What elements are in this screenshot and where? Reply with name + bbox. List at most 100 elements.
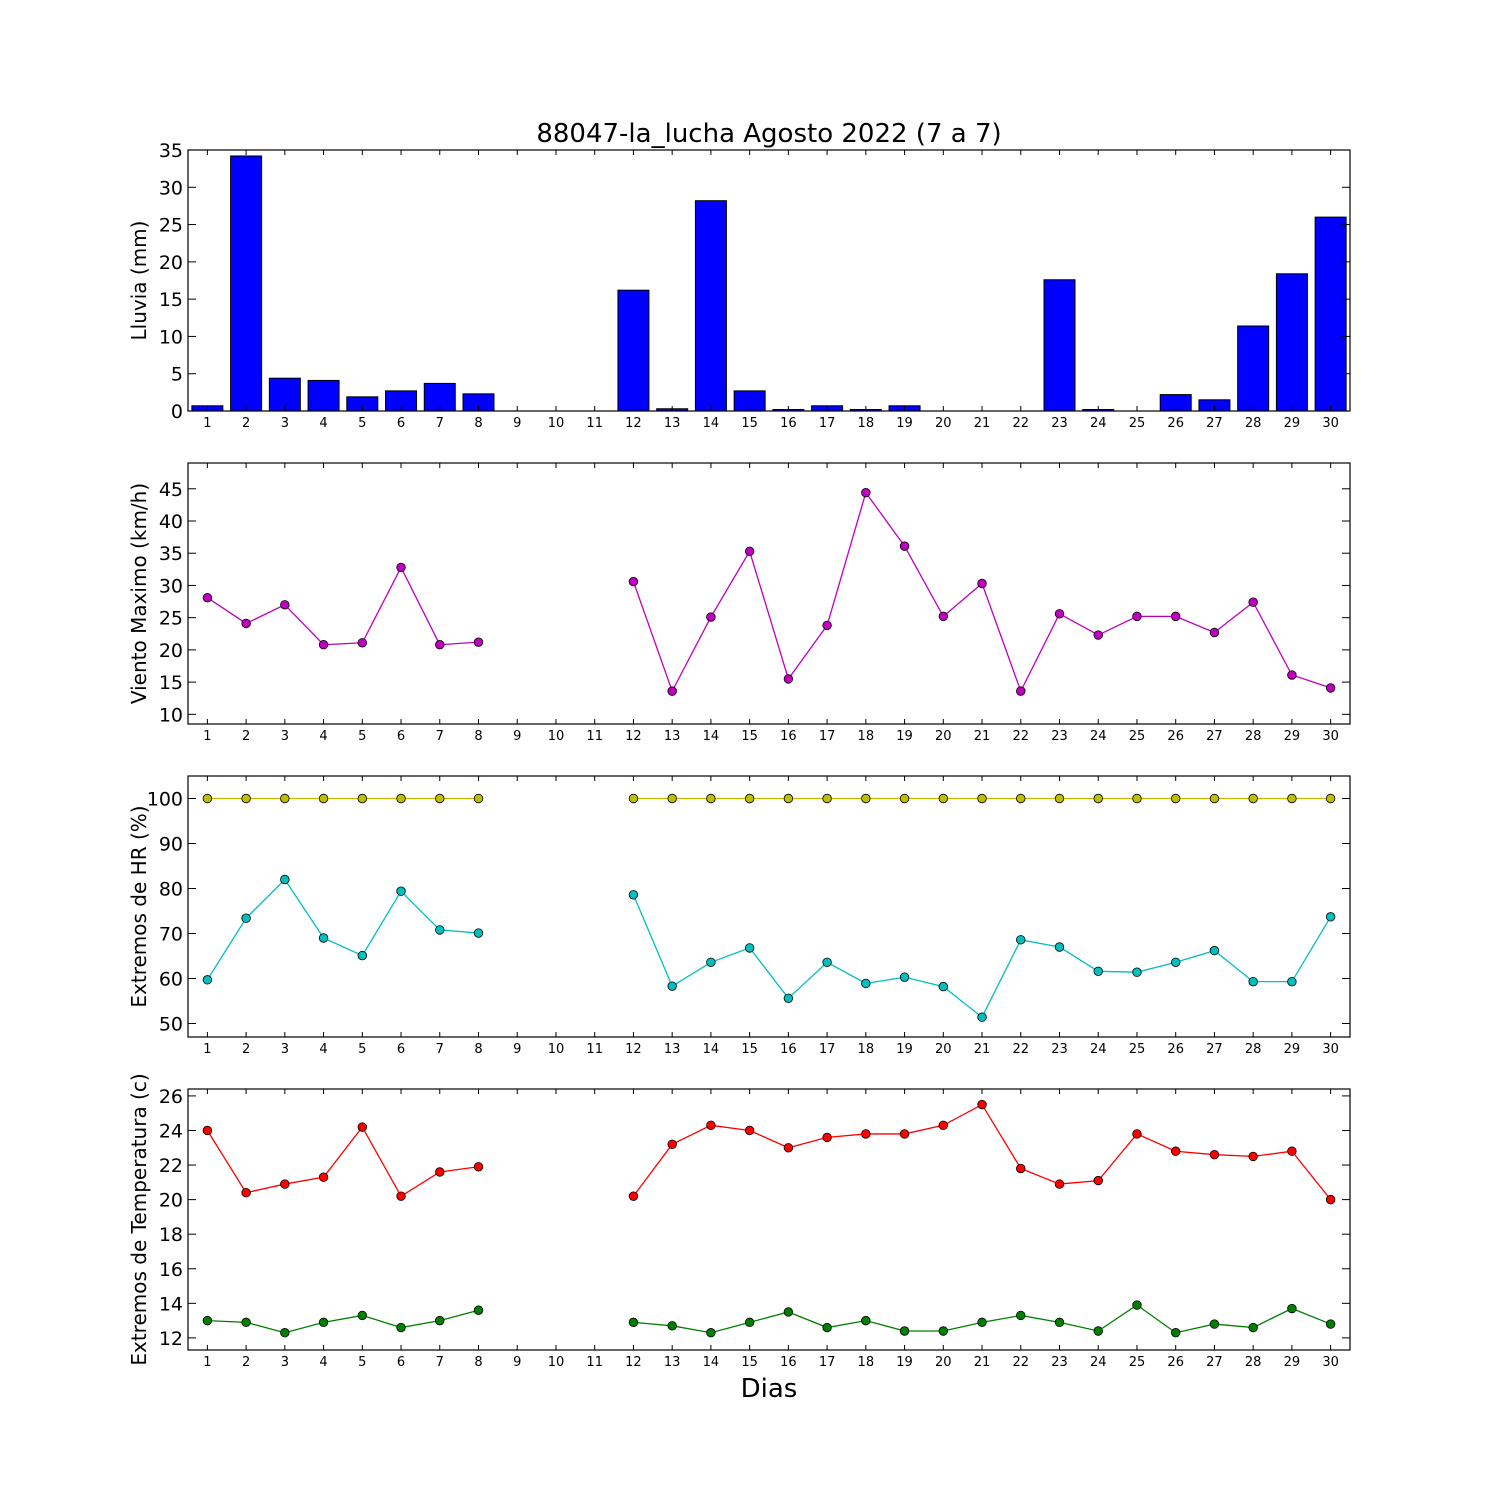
series-1-point-day-2 [241, 618, 251, 629]
series-1-point-day-14 [706, 612, 716, 622]
series-1-point-day-26 [1170, 1146, 1181, 1156]
y-tick-label: 100 [147, 789, 183, 811]
series-2-point-day-16 [783, 1307, 794, 1317]
series-2-point-day-3 [280, 1328, 290, 1338]
x-tick-label: 26 [1167, 1042, 1184, 1057]
x-tick-label: 24 [1090, 1042, 1107, 1057]
x-tick-label: 7 [436, 1042, 444, 1057]
series-2-point-day-15 [744, 1317, 755, 1328]
x-tick-label: 28 [1245, 1355, 1262, 1370]
series-1-point-day-15 [744, 1125, 755, 1136]
series-1-point-day-8 [473, 793, 484, 804]
y-tick-label: 30 [159, 177, 183, 199]
series-2-point-day-8 [473, 1305, 484, 1315]
bar-day-12 [617, 289, 650, 412]
series-1-point-day-16 [783, 793, 794, 804]
series-2-point-day-27 [1209, 945, 1220, 956]
x-tick-label: 25 [1129, 1355, 1146, 1370]
x-tick-label: 29 [1284, 1355, 1301, 1370]
x-tick-label: 7 [436, 416, 444, 431]
x-tick-label: 2 [242, 1042, 250, 1057]
x-tick-label: 21 [974, 1355, 991, 1370]
x-tick-label: 17 [819, 1042, 836, 1057]
series-2-point-day-27 [1209, 1319, 1220, 1329]
y-tick-label: 90 [159, 834, 183, 856]
x-tick-label: 9 [513, 729, 521, 744]
plot-area-frame [187, 775, 1351, 1038]
x-tick-label: 14 [703, 729, 720, 744]
bar-day-29 [1275, 273, 1308, 412]
series-1-point-day-12 [628, 576, 639, 587]
x-tick-label: 26 [1167, 416, 1184, 431]
x-tick-label: 13 [664, 1355, 681, 1370]
series-2-point-day-7 [435, 1315, 445, 1326]
x-tick-label: 11 [586, 1042, 603, 1057]
series-2-point-day-8 [473, 928, 484, 938]
series-1-point-day-22 [1016, 793, 1026, 804]
x-tick-label: 19 [896, 1355, 913, 1370]
series-1-point-day-4 [318, 793, 329, 804]
x-tick-label: 6 [397, 1042, 405, 1057]
x-tick-label: 22 [1012, 1042, 1029, 1057]
bar-day-28 [1237, 325, 1270, 412]
x-tick-label: 4 [319, 416, 327, 431]
series-1-point-day-29 [1287, 793, 1297, 804]
x-tick-label: 8 [474, 729, 482, 744]
x-tick-label: 27 [1206, 729, 1223, 744]
series-1-point-day-14 [706, 1120, 716, 1131]
x-tick-label: 18 [858, 1042, 875, 1057]
series-1-point-day-24 [1093, 793, 1103, 804]
y-tick-label: 20 [159, 252, 183, 274]
x-tick-label: 9 [513, 1042, 521, 1057]
x-tick-label: 3 [281, 416, 289, 431]
series-2-point-day-28 [1248, 976, 1258, 987]
series-2-point-day-23 [1054, 1317, 1065, 1328]
x-tick-label: 1 [203, 729, 211, 744]
x-axis-label: Dias [741, 1374, 798, 1404]
series-1-point-day-26 [1170, 611, 1181, 622]
series-1-point-day-21 [977, 578, 987, 589]
y-tick-label: 60 [159, 969, 183, 991]
x-tick-label: 6 [397, 416, 405, 431]
x-tick-label: 30 [1322, 416, 1339, 431]
series-2-point-day-18 [861, 978, 871, 989]
series-1-point-day-19 [899, 541, 910, 551]
series-1-point-day-7 [435, 1167, 445, 1177]
series-1-point-day-1 [202, 793, 213, 804]
series-1-point-day-20 [938, 793, 949, 804]
series-2-point-day-16 [783, 993, 794, 1004]
x-tick-label: 25 [1129, 729, 1146, 744]
series-1-point-day-27 [1209, 793, 1220, 804]
x-tick-label: 23 [1051, 1355, 1068, 1370]
x-tick-label: 5 [358, 1355, 366, 1370]
y-tick-label: 25 [159, 608, 183, 630]
series-1-point-day-15 [744, 546, 755, 556]
x-tick-label: 16 [780, 1355, 797, 1370]
plot-area-frame [187, 462, 1351, 725]
series-1-point-day-6 [396, 793, 406, 804]
x-tick-label: 14 [703, 1355, 720, 1370]
x-tick-label: 24 [1090, 416, 1107, 431]
series-2-point-day-6 [396, 1322, 406, 1333]
series-2-point-day-19 [899, 1326, 910, 1336]
series-1-point-day-25 [1132, 611, 1142, 622]
series-2-point-day-2 [241, 1317, 251, 1328]
chart-title: 88047-la_lucha Agosto 2022 (7 a 7) [536, 119, 1001, 149]
x-tick-label: 4 [319, 1355, 327, 1370]
series-2-point-day-14 [706, 957, 716, 968]
series-2-point-day-4 [318, 1317, 329, 1328]
y-tick-label: 35 [159, 543, 183, 565]
y-axis-label: Lluvia (mm) [127, 221, 151, 341]
series-1-point-day-13 [667, 793, 677, 804]
x-tick-label: 23 [1051, 1042, 1068, 1057]
series-2-point-day-30 [1325, 912, 1336, 922]
series-2-point-day-20 [938, 981, 949, 992]
y-tick-label: 20 [159, 1190, 183, 1212]
series-2-point-day-19 [899, 972, 910, 982]
x-tick-label: 8 [474, 416, 482, 431]
series-1-point-day-25 [1132, 1129, 1142, 1139]
series-2-point-day-7 [435, 925, 445, 935]
series-1-point-day-27 [1209, 627, 1220, 638]
y-tick-label: 35 [159, 140, 183, 162]
